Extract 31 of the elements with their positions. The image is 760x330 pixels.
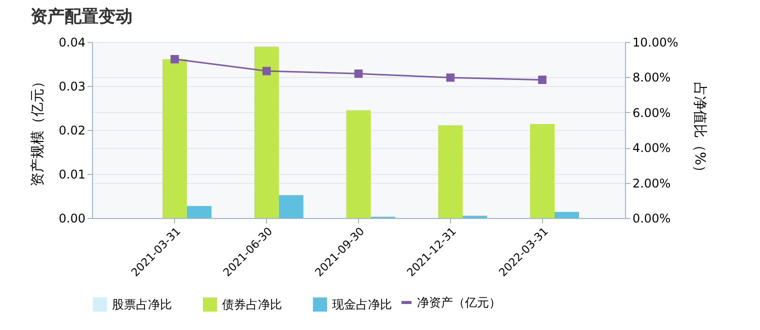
bar bbox=[254, 46, 279, 218]
y2-tick-label: 4.00% bbox=[632, 141, 671, 156]
y-tick-label: 0.03 bbox=[58, 80, 86, 94]
y2-tick-label: 10.00% bbox=[632, 36, 678, 50]
y-tick-label: 0.01 bbox=[58, 168, 86, 182]
y2-tick-label: 6.00% bbox=[632, 106, 671, 120]
point bbox=[538, 76, 546, 84]
y2-axis-title: 占净值比（%） bbox=[691, 82, 708, 180]
point bbox=[446, 73, 455, 82]
bar bbox=[530, 124, 555, 218]
legend-label: 现金占净比 bbox=[332, 297, 392, 312]
point bbox=[262, 66, 271, 76]
point bbox=[170, 55, 179, 64]
y2-tick-label: 0.00% bbox=[632, 212, 671, 226]
bar bbox=[438, 125, 463, 218]
y-tick-label: 0.04 bbox=[58, 36, 86, 50]
legend-label: 股票占净比 bbox=[112, 297, 172, 312]
y-axis-title: 资产规模（亿元） bbox=[30, 74, 46, 186]
y2-tick-label: 2.00% bbox=[632, 176, 671, 190]
point bbox=[354, 70, 363, 78]
bar bbox=[186, 206, 212, 218]
bar bbox=[162, 59, 187, 218]
chart-title: 资产配置变动 bbox=[30, 7, 132, 27]
legend-label: 债券占净比 bbox=[222, 297, 282, 312]
y-tick-label: 0.00 bbox=[58, 212, 86, 226]
bar bbox=[346, 110, 371, 218]
y2-tick-label: 8.00% bbox=[632, 70, 671, 85]
bar bbox=[554, 212, 580, 218]
y-tick-label: 0.02 bbox=[58, 124, 86, 138]
legend-label: 净资产（亿元） bbox=[417, 296, 501, 310]
bar bbox=[278, 195, 304, 218]
